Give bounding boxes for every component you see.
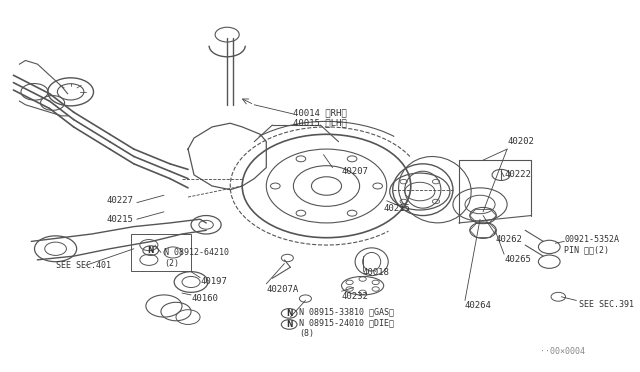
Text: 40227: 40227: [107, 196, 134, 205]
Text: SEE SEC.401: SEE SEC.401: [56, 261, 111, 270]
Text: 40264: 40264: [465, 301, 492, 311]
Text: 40207A: 40207A: [266, 285, 298, 294]
Text: 40265: 40265: [504, 255, 531, 264]
Text: 40215: 40215: [384, 203, 411, 213]
Text: N: N: [286, 320, 292, 329]
Text: 00921-5352A
PIN ピ）(2): 00921-5352A PIN ピ）(2): [564, 235, 620, 255]
Text: 40232: 40232: [342, 292, 369, 301]
Text: 40160: 40160: [191, 294, 218, 303]
Text: 40014 （RH）
40015 （LH）: 40014 （RH） 40015 （LH）: [293, 108, 347, 127]
Text: ··00×0004: ··00×0004: [540, 347, 586, 356]
Text: 40018: 40018: [363, 268, 390, 277]
Text: N 08915-33810 （GAS）
N 08915-24010 （DIE）
(8): N 08915-33810 （GAS） N 08915-24010 （DIE） …: [300, 308, 394, 337]
Text: 40262: 40262: [495, 235, 522, 244]
Text: 40215: 40215: [107, 215, 134, 224]
Text: 40207: 40207: [342, 167, 369, 176]
Bar: [131, 234, 191, 271]
Text: 40197: 40197: [200, 278, 227, 286]
Text: SEE SEC.391: SEE SEC.391: [579, 300, 634, 309]
Text: 40222: 40222: [504, 170, 531, 179]
Text: N 08912-64210
(2): N 08912-64210 (2): [164, 248, 229, 268]
Text: N: N: [286, 309, 292, 318]
Text: 40202: 40202: [507, 137, 534, 146]
Text: N: N: [147, 246, 154, 255]
